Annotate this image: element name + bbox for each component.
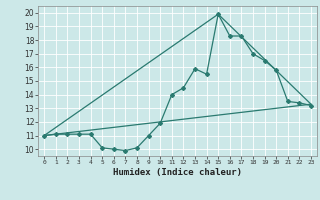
- X-axis label: Humidex (Indice chaleur): Humidex (Indice chaleur): [113, 168, 242, 177]
